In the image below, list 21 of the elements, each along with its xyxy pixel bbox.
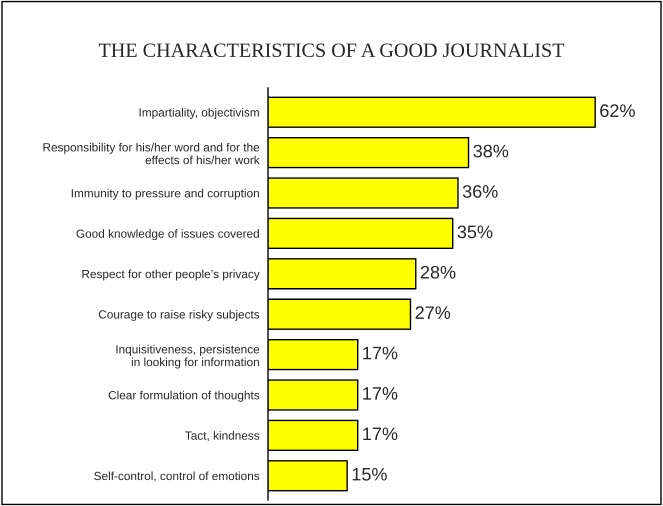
y-tick-label: Good knowledge of issues covered [76,229,259,240]
y-tick-label: Inquisitiveness, persistence in looking for information [116,344,260,369]
data-label: 36% [462,185,498,198]
y-tick-label: Impartiality, objectivism [140,108,259,119]
data-label: 35% [458,225,492,238]
data-label: 38% [473,144,508,158]
y-tick-label: Responsibility for his/her word and for the effects of his/her work [43,142,260,164]
y-tick-label: Immunity to pressure and corruption [72,188,259,200]
y-tick-label: Respect for other people’s privacy [82,270,260,281]
y-tick-label: Courage to raise risky subjects [98,310,260,321]
data-label: 62% [600,104,635,118]
data-label: 17% [363,428,398,440]
data-label: 17% [363,346,398,360]
data-label: 17% [363,387,398,400]
data-label: 28% [420,266,456,279]
chart-title: THE CHARACTERISTICS OF A GOOD JOURNALIST [98,44,564,58]
y-tick-label: Clear formulation of thoughts [108,390,260,402]
y-tick-label: Self-control, control of emotions [94,471,260,482]
y-tick-label: Tact, kindness [185,431,260,442]
data-label: 15% [352,468,387,481]
data-label: 27% [416,306,450,319]
